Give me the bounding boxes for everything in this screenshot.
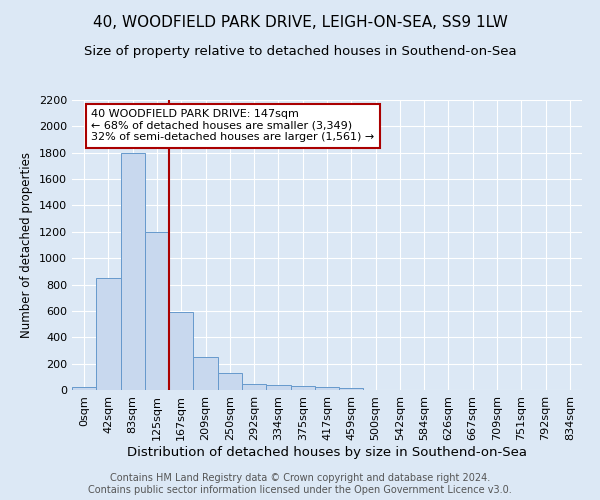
Bar xyxy=(266,384,290,390)
Bar xyxy=(121,152,145,390)
Y-axis label: Number of detached properties: Number of detached properties xyxy=(20,152,34,338)
Bar xyxy=(339,388,364,390)
Bar xyxy=(242,384,266,390)
Bar xyxy=(72,386,96,390)
Bar xyxy=(315,388,339,390)
Text: Contains HM Land Registry data © Crown copyright and database right 2024.
Contai: Contains HM Land Registry data © Crown c… xyxy=(88,474,512,495)
Bar xyxy=(290,386,315,390)
Bar xyxy=(169,312,193,390)
Text: 40, WOODFIELD PARK DRIVE, LEIGH-ON-SEA, SS9 1LW: 40, WOODFIELD PARK DRIVE, LEIGH-ON-SEA, … xyxy=(92,15,508,30)
Text: 40 WOODFIELD PARK DRIVE: 147sqm
← 68% of detached houses are smaller (3,349)
32%: 40 WOODFIELD PARK DRIVE: 147sqm ← 68% of… xyxy=(91,109,374,142)
Bar xyxy=(218,373,242,390)
Bar xyxy=(145,232,169,390)
Bar xyxy=(96,278,121,390)
Text: Size of property relative to detached houses in Southend-on-Sea: Size of property relative to detached ho… xyxy=(83,45,517,58)
X-axis label: Distribution of detached houses by size in Southend-on-Sea: Distribution of detached houses by size … xyxy=(127,446,527,458)
Bar xyxy=(193,357,218,390)
